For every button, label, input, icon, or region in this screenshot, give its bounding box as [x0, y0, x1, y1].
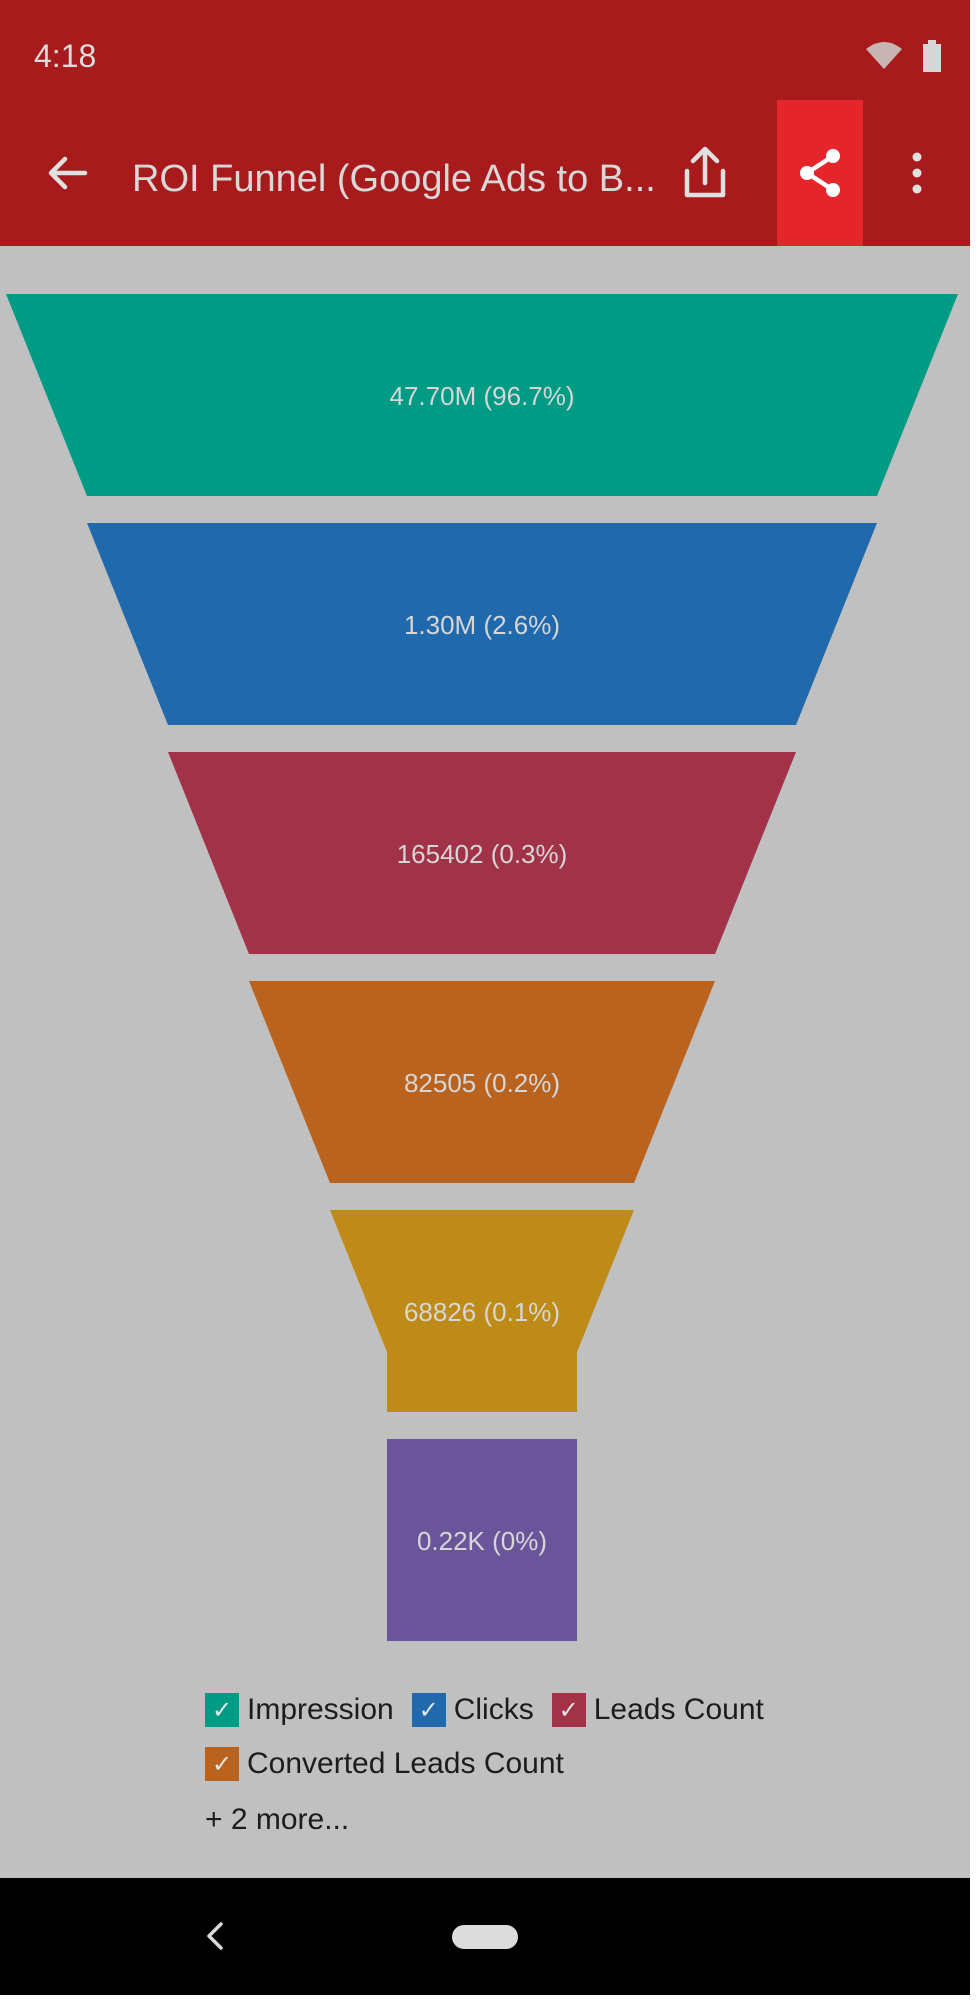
- funnel-band[interactable]: [387, 1439, 577, 1641]
- chart-legend: ✓ Impression ✓ Clicks ✓ Leads Count ✓ Co…: [205, 1683, 865, 1791]
- legend-row: ✓ Impression ✓ Clicks ✓ Leads Count: [205, 1683, 865, 1737]
- funnel-stage-5[interactable]: 68826 (0.1%): [330, 1210, 634, 1412]
- page-title: ROI Funnel (Google Ads to B...: [132, 158, 656, 200]
- battery-icon: [923, 40, 941, 72]
- funnel-band[interactable]: [87, 523, 877, 725]
- funnel-stage-4[interactable]: 82505 (0.2%): [249, 981, 715, 1183]
- legend-checkbox[interactable]: ✓: [551, 1693, 586, 1727]
- funnel-band[interactable]: [6, 294, 958, 496]
- legend-label: Impression: [247, 1693, 394, 1726]
- legend-label: Clicks: [453, 1693, 534, 1726]
- funnel-stage-6[interactable]: 0.22K (0%): [387, 1439, 577, 1641]
- export-button[interactable]: [662, 100, 748, 246]
- legend-item-leads-count[interactable]: ✓ Leads Count: [551, 1693, 764, 1727]
- legend-label: Leads Count: [593, 1693, 764, 1726]
- legend-checkbox[interactable]: ✓: [205, 1693, 239, 1727]
- nav-back-button[interactable]: [195, 1908, 235, 1964]
- nav-home-pill[interactable]: [452, 1925, 518, 1949]
- export-icon: [684, 146, 726, 198]
- funnel-band[interactable]: [330, 1210, 634, 1412]
- legend-checkbox[interactable]: ✓: [411, 1693, 446, 1727]
- back-arrow-icon: [48, 156, 88, 190]
- legend-label: Converted Leads Count: [247, 1747, 564, 1780]
- legend-checkbox[interactable]: ✓: [205, 1747, 239, 1781]
- funnel-data-label: 68826 (0.1%): [404, 1297, 560, 1327]
- wifi-icon: [866, 42, 902, 69]
- funnel-band[interactable]: [168, 752, 796, 954]
- funnel-data-label: 47.70M (96.7%): [390, 381, 575, 411]
- system-nav-bar: [0, 1878, 970, 1995]
- legend-item-converted-leads-count[interactable]: ✓ Converted Leads Count: [205, 1747, 564, 1781]
- funnel-band[interactable]: [249, 981, 715, 1183]
- funnel-data-label: 1.30M (2.6%): [404, 610, 560, 640]
- status-time: 4:18: [34, 38, 97, 74]
- back-button[interactable]: [22, 100, 112, 246]
- funnel-data-label: 0.22K (0%): [417, 1526, 547, 1556]
- funnel-data-label: 82505 (0.2%): [404, 1068, 560, 1098]
- legend-more-link[interactable]: + 2 more...: [205, 1803, 350, 1836]
- legend-item-clicks[interactable]: ✓ Clicks: [411, 1693, 534, 1727]
- nav-back-icon: [207, 1922, 223, 1950]
- legend-row: ✓ Converted Leads Count: [205, 1737, 865, 1791]
- app-bar: 4:18 ROI Funnel (Google Ads to B...: [0, 0, 970, 246]
- funnel-stage-3[interactable]: 165402 (0.3%): [168, 752, 796, 954]
- funnel-stage-2[interactable]: 1.30M (2.6%): [87, 523, 877, 725]
- share-button[interactable]: [777, 100, 863, 246]
- more-options-button[interactable]: [878, 100, 956, 246]
- funnel-stage-1[interactable]: 47.70M (96.7%): [6, 294, 958, 496]
- legend-item-impression[interactable]: ✓ Impression: [205, 1693, 394, 1727]
- funnel-chart[interactable]: 47.70M (96.7%) 1.30M (2.6%) 165402 (0.3%) 8…: [0, 246, 970, 1876]
- share-icon: [800, 149, 840, 197]
- more-vert-icon: [912, 152, 922, 194]
- status-icons: [864, 40, 942, 72]
- funnel-data-label: 165402 (0.3%): [397, 839, 568, 869]
